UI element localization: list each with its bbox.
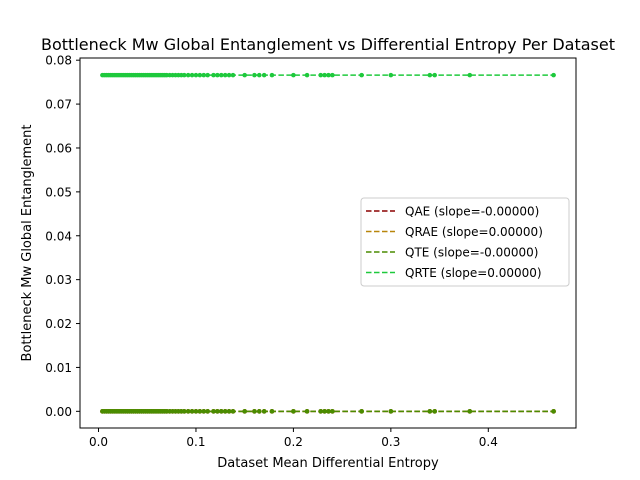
series-2-point-50 [226,409,232,414]
series-3-point-65 [427,72,433,78]
series-2-point-60 [322,409,327,414]
x-tick-label-4: 0.4 [479,435,498,449]
plot-area-frame [79,57,577,429]
series-2-point-42 [193,409,199,414]
series-2-point-57 [291,409,296,414]
x-axis: 0.0 0.1 0.2 0.3 0.4 [89,428,498,449]
series-3-point-50 [226,72,232,78]
series-3-point-46 [211,72,216,78]
chart-title: Bottleneck Mw Global Entanglement vs Dif… [41,35,615,54]
x-tick-label-3: 0.3 [381,435,400,449]
x-axis-label: Dataset Mean Differential Entropy [217,456,439,471]
plot-series [100,72,556,414]
series-2-point-52 [242,409,247,414]
series-3 [100,72,556,78]
series-2-point-67 [467,409,473,414]
series-2-point-46 [211,409,216,414]
series-3-point-48 [219,72,224,78]
series-3-point-40 [185,72,191,78]
y-axis: 0.00 0.01 0.02 0.03 0.04 0.05 0.06 0.07 0.08 [45,54,80,419]
y-axis-label: Bottleneck Mw Global Entanglement [20,125,35,362]
y-tick-label-2: 0.02 [45,317,72,331]
series-3-point-67 [467,72,473,78]
y-tick-label-1: 0.01 [45,361,72,375]
series-3-point-60 [322,72,327,78]
series-3-point-57 [291,72,296,78]
series-2-point-62 [330,409,335,414]
y-tick-label-5: 0.05 [45,185,72,199]
series-3-point-42 [193,72,199,78]
series-2 [100,409,556,414]
legend-entry-3: QRTE (slope=0.00000) [405,266,542,280]
series-3-point-68 [551,72,556,78]
x-tick-label-1: 0.1 [186,435,205,449]
legend-entry-2: QTE (slope=-0.00000) [405,246,538,260]
y-tick-label-7: 0.07 [45,98,72,112]
y-tick-label-8: 0.08 [45,54,72,68]
series-2-point-48 [219,409,224,414]
legend: QAE (slope=-0.00000) QRAE (slope=0.00000)… [360,197,570,287]
y-tick-label-0: 0.00 [45,405,72,419]
series-3-point-62 [330,72,335,78]
y-tick-label-3: 0.03 [45,273,72,287]
x-tick-label-2: 0.2 [284,435,303,449]
legend-entry-1: QRAE (slope=0.00000) [405,225,543,239]
y-tick-label-6: 0.06 [45,141,72,155]
series-3-point-52 [242,72,247,78]
series-2-point-40 [185,409,191,414]
legend-entry-0: QAE (slope=-0.00000) [405,205,539,219]
y-tick-label-4: 0.04 [45,229,72,243]
series-2-point-65 [427,409,433,414]
series-2-point-68 [551,409,556,414]
legend-frame [360,197,570,287]
x-tick-label-0: 0.0 [89,435,108,449]
